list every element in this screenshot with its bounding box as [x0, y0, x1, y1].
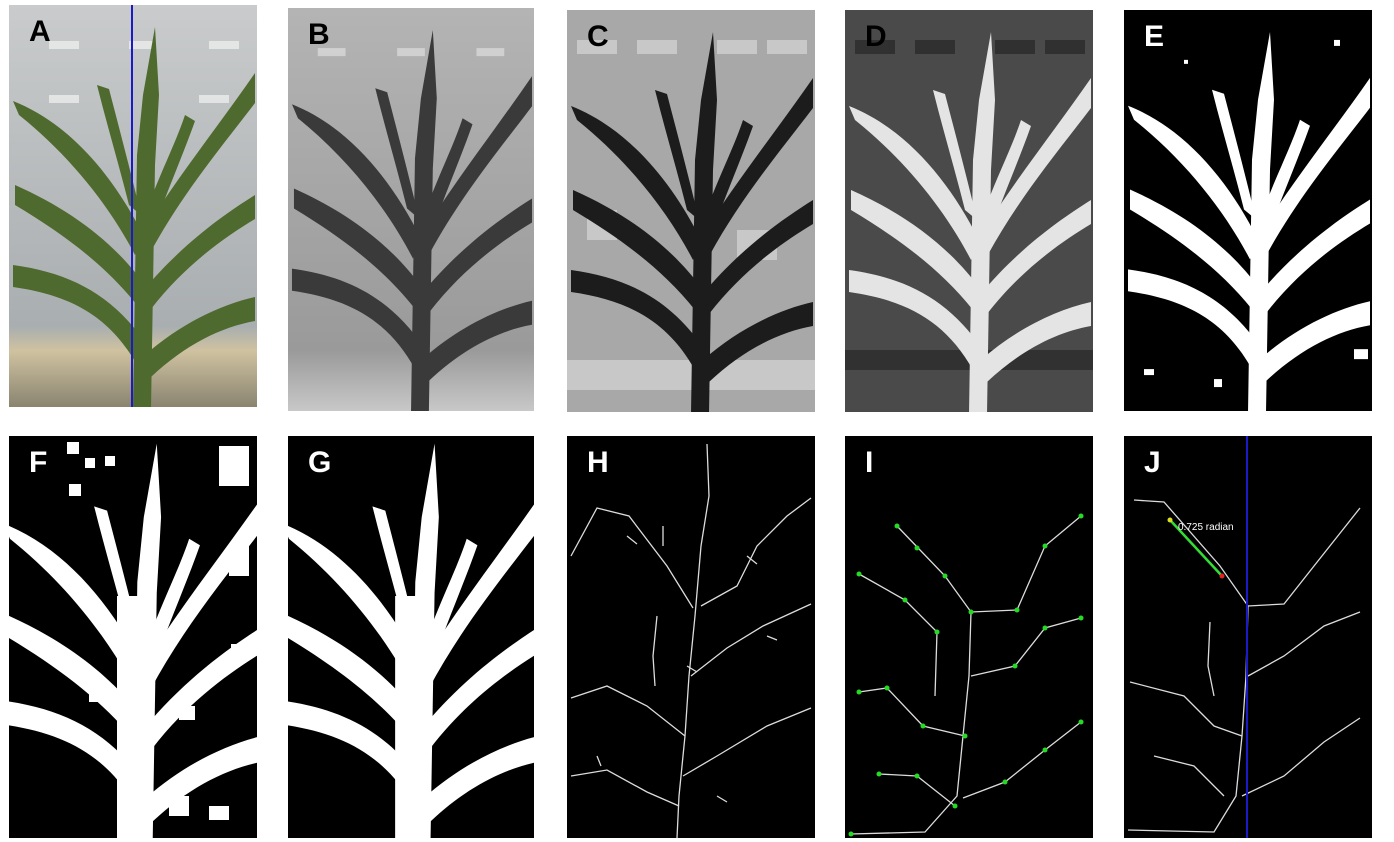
panel-label: A — [29, 15, 51, 48]
center-line — [131, 5, 133, 407]
angle-skeleton — [1124, 436, 1372, 838]
inverted-image — [845, 10, 1093, 412]
clean-mask — [288, 436, 534, 838]
angle-line — [1169, 519, 1223, 577]
plant-photo — [9, 5, 257, 407]
panel-b-grayscale: B — [288, 8, 534, 411]
angle-start-marker — [1167, 517, 1173, 523]
panel-label: C — [587, 20, 609, 53]
skeleton-with-nodes — [845, 436, 1093, 838]
panel-label: H — [587, 446, 609, 479]
panel-h-skeleton: H — [567, 436, 815, 838]
panel-c-enhanced: C — [567, 10, 815, 412]
center-line — [1246, 436, 1248, 838]
panel-label: E — [1144, 20, 1165, 53]
panel-a-original-photo: A — [9, 5, 257, 407]
skeleton-image — [567, 436, 815, 838]
panel-d-inverted: D — [845, 10, 1093, 412]
angle-readout: 0.725 radian — [1178, 522, 1234, 533]
panel-label: D — [865, 20, 887, 53]
angle-end-marker — [1219, 573, 1225, 579]
panel-j-angle-measurement: J 0.725 radian — [1124, 436, 1372, 838]
panel-label: I — [865, 446, 874, 479]
panel-label: J — [1144, 446, 1161, 479]
panel-e-binary: E — [1124, 10, 1372, 411]
node-markers — [848, 513, 1084, 837]
noisy-mask — [9, 436, 257, 838]
panel-i-skeleton-nodes: I — [845, 436, 1093, 838]
grayscale-image — [288, 8, 534, 411]
binary-image — [1124, 10, 1372, 411]
panel-label: G — [308, 446, 332, 479]
panel-label: F — [29, 446, 48, 479]
enhanced-image — [567, 10, 815, 412]
panel-f-segmented-noisy: F — [9, 436, 257, 838]
panel-label: B — [308, 18, 330, 51]
panel-g-cleaned-mask: G — [288, 436, 534, 838]
